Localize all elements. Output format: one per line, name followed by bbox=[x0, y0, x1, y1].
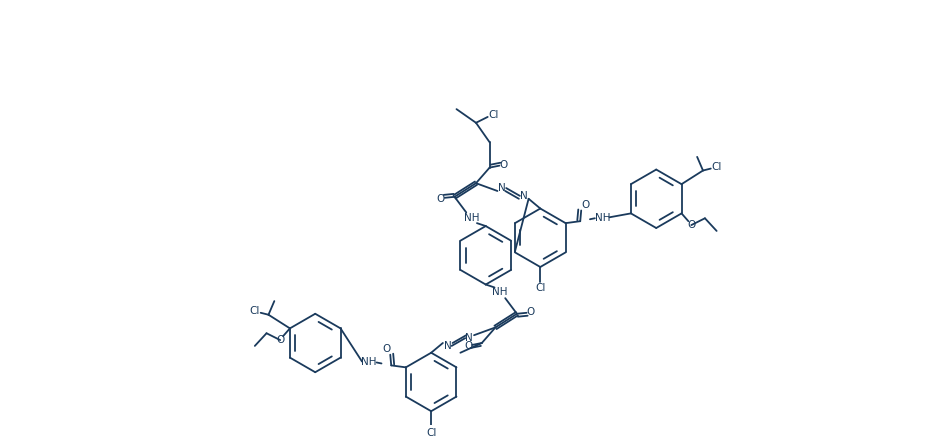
Text: O: O bbox=[527, 307, 534, 317]
Text: N: N bbox=[444, 341, 452, 351]
Text: N: N bbox=[520, 191, 528, 201]
Text: NH: NH bbox=[492, 287, 507, 297]
Text: N: N bbox=[465, 333, 473, 343]
Text: O: O bbox=[437, 194, 445, 204]
Text: Cl: Cl bbox=[426, 428, 437, 436]
Text: O: O bbox=[276, 335, 284, 345]
Text: O: O bbox=[464, 341, 473, 351]
Text: O: O bbox=[688, 220, 695, 230]
Text: NH: NH bbox=[595, 213, 611, 223]
Text: Cl: Cl bbox=[535, 283, 546, 293]
Text: NH: NH bbox=[464, 213, 480, 223]
Text: NH: NH bbox=[361, 358, 377, 368]
Text: N: N bbox=[498, 183, 506, 193]
Text: O: O bbox=[499, 160, 508, 170]
Text: O: O bbox=[382, 344, 391, 354]
Text: Cl: Cl bbox=[250, 306, 260, 316]
Text: Cl: Cl bbox=[711, 162, 722, 172]
Text: O: O bbox=[581, 200, 590, 210]
Text: Cl: Cl bbox=[489, 110, 498, 120]
